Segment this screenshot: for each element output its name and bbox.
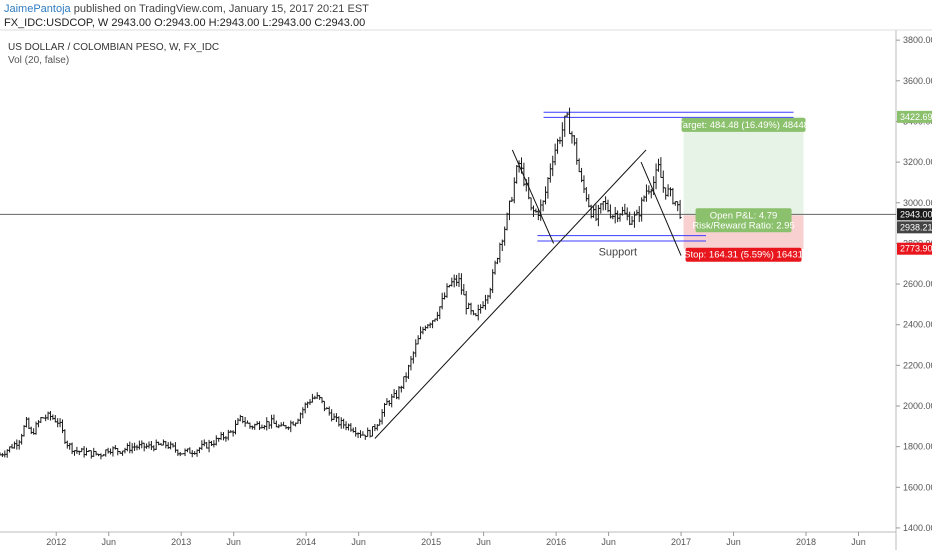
target-price-tag-bg bbox=[897, 110, 932, 123]
x-tick-label: 2015 bbox=[421, 537, 441, 547]
current-price-tag-text: 2943.00 bbox=[900, 209, 932, 219]
x-tick-label: 2018 bbox=[796, 537, 816, 547]
y-tick-label: 1600.00 bbox=[903, 482, 932, 492]
x-tick-label: Jun bbox=[476, 537, 491, 547]
target-label-box[interactable]: Target: 484.48 (16.49%) 48448 bbox=[678, 117, 809, 132]
entry-price-tag-bg bbox=[897, 221, 932, 234]
stop-label-bg bbox=[685, 247, 802, 262]
x-tick-label: Jun bbox=[851, 537, 866, 547]
x-tick-label: 2012 bbox=[46, 537, 66, 547]
stop-price-tag-bg bbox=[897, 242, 932, 255]
target-price-tag: 3422.69 bbox=[897, 110, 932, 123]
x-tick-label: 2016 bbox=[546, 537, 566, 547]
volume-indicator-label[interactable]: Vol (20, false) bbox=[8, 55, 70, 66]
price-axis[interactable]: 1400.00 1600.00 1800.00 2000.00 2200.00 2400.… bbox=[896, 35, 932, 533]
x-tick-label: 2013 bbox=[171, 537, 191, 547]
support-annotation: Support bbox=[599, 247, 638, 259]
target-label-bg bbox=[681, 117, 806, 132]
x-tick-label: 2017 bbox=[671, 537, 691, 547]
y-tick-label: 1800.00 bbox=[903, 442, 932, 452]
trendlines bbox=[374, 149, 682, 439]
time-axis[interactable]: 2012 Jun 2013 Jun 2014 Jun 2015 Jun 2016 Jun 2017 J… bbox=[46, 532, 866, 547]
x-tick-label: Jun bbox=[226, 537, 241, 547]
y-tick-label: 3000.00 bbox=[903, 198, 932, 208]
y-tick-label: 3600.00 bbox=[903, 76, 932, 86]
risk-reward-label: Risk/Reward Ratio: 2.95 bbox=[692, 220, 794, 231]
stop-price-tag-text: 2773.90 bbox=[900, 244, 932, 254]
target-price-tag-text: 3422.69 bbox=[900, 112, 932, 122]
y-tick-label: 2000.00 bbox=[903, 401, 932, 411]
y-tick-label: 2200.00 bbox=[903, 360, 932, 370]
x-tick-label: Jun bbox=[101, 537, 116, 547]
current-price-tag-bg bbox=[897, 208, 932, 221]
chart-symbol-title: US DOLLAR / COLOMBIAN PESO, W, FX_IDC bbox=[8, 42, 220, 53]
ohlc-bars bbox=[0, 107, 682, 460]
x-tick-label: Jun bbox=[601, 537, 616, 547]
triangle-right-upper bbox=[640, 161, 682, 256]
current-price-tag: 2943.00 bbox=[897, 208, 932, 221]
x-tick-label: 2014 bbox=[296, 537, 316, 547]
stop-price-tag: 2773.90 bbox=[897, 242, 932, 255]
author-link[interactable]: JaimePantoja bbox=[4, 3, 71, 15]
open-pl-label: Open P&L: 4.79 bbox=[710, 210, 778, 221]
stop-label: Stop: 164.31 (5.59%) 16431 bbox=[684, 250, 803, 261]
triangle-left-upper bbox=[511, 149, 555, 244]
y-tick-label: 2600.00 bbox=[903, 279, 932, 289]
entry-price-tag-text: 2938.21 bbox=[900, 222, 932, 232]
x-tick-label: Jun bbox=[726, 537, 741, 547]
publish-text: published on TradingView.com, January 15… bbox=[70, 3, 369, 15]
x-tick-label: Jun bbox=[351, 537, 366, 547]
target-zone bbox=[683, 116, 804, 216]
pl-label-bg bbox=[695, 208, 792, 233]
target-label: Target: 484.48 (16.49%) 48448 bbox=[678, 120, 809, 131]
rising-trendline bbox=[374, 149, 647, 439]
y-tick-label: 3800.00 bbox=[903, 35, 932, 45]
pl-label-box[interactable]: Open P&L: 4.79 Risk/Reward Ratio: 2.95 bbox=[692, 208, 795, 233]
entry-price-tag: 2938.21 bbox=[897, 221, 932, 234]
publish-info: JaimePantoja published on TradingView.co… bbox=[4, 3, 369, 15]
ohlc-readout: FX_IDC:USDCOP, W 2943.00 O:2943.00 H:294… bbox=[4, 17, 366, 29]
y-tick-label: 2400.00 bbox=[903, 320, 932, 330]
y-tick-label: 1400.00 bbox=[903, 523, 932, 533]
y-tick-label: 3200.00 bbox=[903, 157, 932, 167]
stop-label-box[interactable]: Stop: 164.31 (5.59%) 16431 bbox=[684, 247, 803, 262]
